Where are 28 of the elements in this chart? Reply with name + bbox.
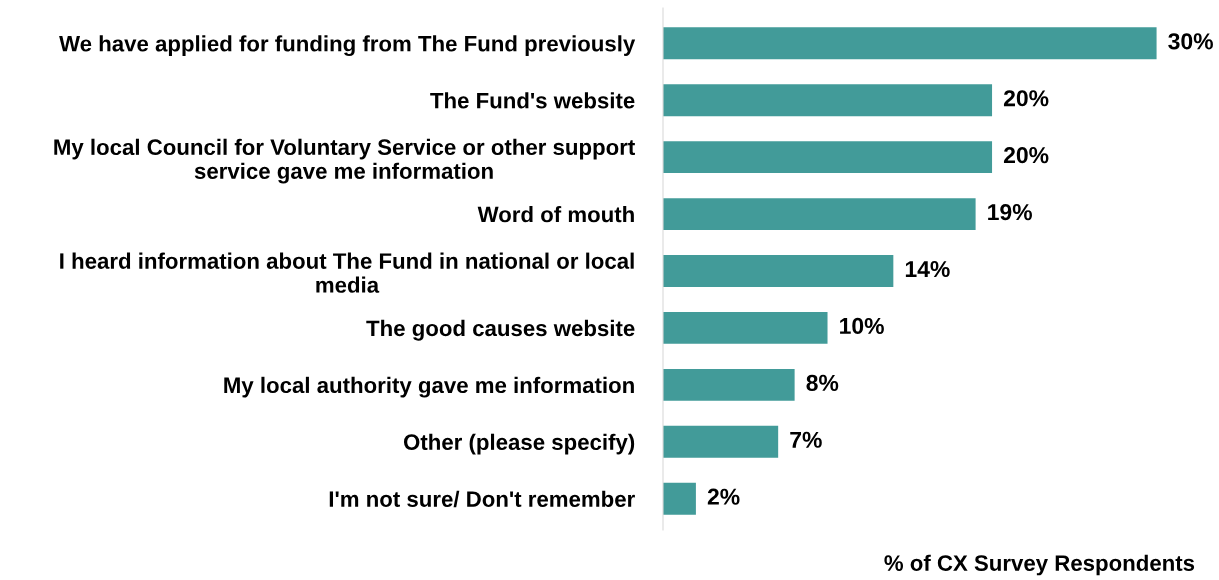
data-label: 8% <box>806 374 839 391</box>
y-tick-label: My local Council for Voluntary Service or other support service gave me information <box>54 138 635 184</box>
bar <box>663 368 795 401</box>
x-axis-title: % of CX Survey Respondents <box>884 554 1195 576</box>
y-tick-label: The good causes website <box>366 319 635 341</box>
bar <box>663 198 976 231</box>
y-tick-label: Other (please specify) <box>403 433 635 455</box>
bar <box>663 141 993 174</box>
y-tick-label: Word of mouth <box>477 206 634 223</box>
y-tick-label: We have applied for funding from The Fund previously <box>59 35 636 57</box>
y-tick-label: The Fund's website <box>430 92 635 109</box>
bar <box>663 27 1157 60</box>
bar <box>663 255 894 287</box>
data-label: 30% <box>1168 33 1213 50</box>
data-label: 2% <box>707 488 740 505</box>
data-label: 10% <box>840 317 884 335</box>
bar <box>663 482 696 515</box>
bar <box>663 311 828 344</box>
data-label: 7% <box>790 431 822 448</box>
y-tick-label: I heard information about The Fund in national or local media <box>60 252 634 293</box>
data-label: 20% <box>1003 90 1049 107</box>
bar <box>663 425 779 458</box>
data-label: 19% <box>988 203 1032 221</box>
y-tick-label: My local authority gave me information <box>224 376 634 398</box>
y-tick-label: I'm not sure/ Don't remember <box>329 490 635 508</box>
data-label: 14% <box>905 260 950 278</box>
bar <box>663 84 993 117</box>
data-label: 20% <box>1003 147 1049 164</box>
